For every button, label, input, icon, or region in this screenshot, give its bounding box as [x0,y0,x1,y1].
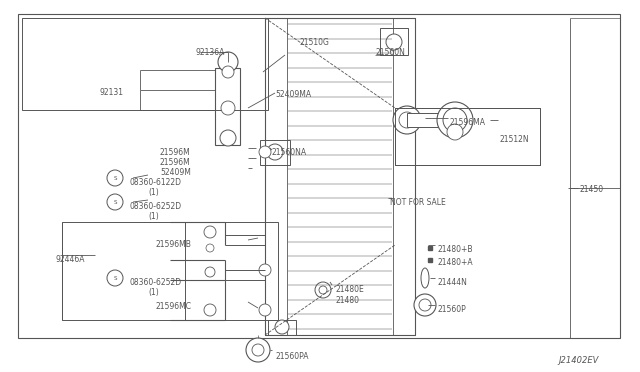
Text: 21596MC: 21596MC [155,302,191,311]
Text: 21560PA: 21560PA [275,352,308,361]
Circle shape [419,299,431,311]
Text: 52409MA: 52409MA [275,90,311,99]
Circle shape [206,244,214,252]
Circle shape [259,304,271,316]
Text: S: S [113,199,116,205]
Circle shape [252,344,264,356]
Text: 21560N: 21560N [375,48,405,57]
Polygon shape [407,113,450,127]
Text: S: S [113,176,116,180]
Text: 21596MA: 21596MA [450,118,486,127]
Text: J21402EV: J21402EV [558,356,598,365]
Circle shape [204,226,216,238]
Circle shape [204,304,216,316]
Circle shape [414,294,436,316]
Text: 21596MB: 21596MB [155,240,191,249]
Text: (1): (1) [148,288,159,297]
Text: 21480: 21480 [335,296,359,305]
Circle shape [218,52,238,72]
Text: 08360-6252D: 08360-6252D [130,278,182,287]
Text: 92446A: 92446A [55,255,84,264]
Circle shape [107,270,123,286]
Circle shape [259,146,271,158]
Circle shape [319,286,327,294]
Circle shape [246,338,270,362]
Text: 92131: 92131 [100,88,124,97]
Circle shape [399,112,415,128]
Text: (1): (1) [148,212,159,221]
Text: 21444N: 21444N [438,278,468,287]
Text: 21560NA: 21560NA [272,148,307,157]
Text: 21560P: 21560P [438,305,467,314]
Circle shape [315,282,331,298]
Text: S: S [113,276,116,280]
Circle shape [259,264,271,276]
Text: 21450: 21450 [580,185,604,194]
Text: 21596M: 21596M [160,158,191,167]
Text: 08360-6122D: 08360-6122D [130,178,182,187]
Circle shape [386,34,402,50]
Circle shape [437,102,473,138]
Circle shape [275,320,289,334]
Circle shape [393,106,421,134]
Text: 08360-6252D: 08360-6252D [130,202,182,211]
Ellipse shape [421,268,429,288]
Text: 21596M: 21596M [160,148,191,157]
Circle shape [222,66,234,78]
Text: NOT FOR SALE: NOT FOR SALE [390,198,445,207]
Circle shape [205,267,215,277]
Text: 21480+A: 21480+A [438,258,474,267]
Circle shape [220,130,236,146]
Text: 21480+B: 21480+B [438,245,474,254]
Text: 52409M: 52409M [160,168,191,177]
Circle shape [447,124,463,140]
Circle shape [221,101,235,115]
Text: 21512N: 21512N [500,135,530,144]
Circle shape [107,194,123,210]
Text: 92136A: 92136A [195,48,225,57]
Circle shape [107,170,123,186]
Text: (1): (1) [148,188,159,197]
Text: 21480E: 21480E [335,285,364,294]
Circle shape [443,108,467,132]
Text: 21510G: 21510G [300,38,330,47]
Circle shape [267,144,283,160]
